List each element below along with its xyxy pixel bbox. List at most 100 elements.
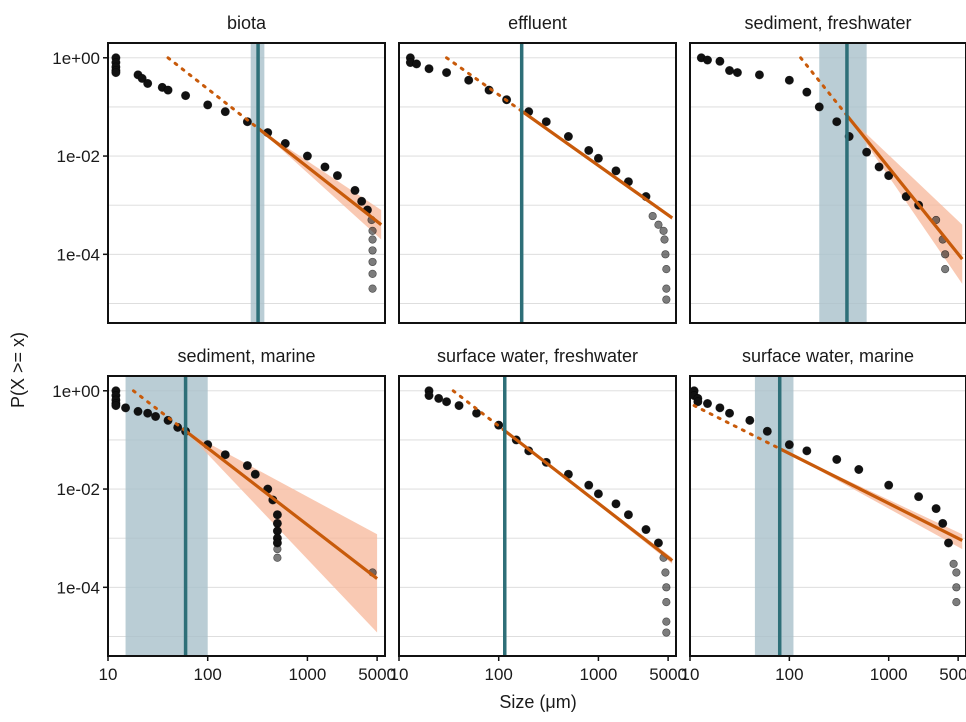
panel-title: sediment, freshwater [744, 13, 911, 33]
data-point [442, 397, 452, 407]
data-point [952, 598, 961, 607]
plot-area [690, 43, 966, 323]
data-point [784, 440, 794, 450]
panels: biota 1e+00 1e-02 1e-04 effluent sediment, fr… [52, 13, 966, 684]
x-tick-label: 100 [485, 665, 513, 684]
data-point [854, 465, 864, 475]
data-point [357, 196, 367, 206]
y-tick-label: 1e+00 [52, 49, 100, 68]
fit-line [257, 127, 383, 226]
data-point [641, 525, 651, 535]
data-point [143, 78, 153, 88]
panel-border [107, 42, 386, 324]
data-point [464, 75, 474, 85]
data-point [702, 55, 712, 65]
data-point [368, 269, 377, 278]
data-point [952, 583, 961, 592]
data-point [931, 504, 941, 514]
fit-line [520, 109, 674, 220]
data-point [151, 411, 161, 421]
data-point [563, 132, 573, 142]
data-point [272, 518, 282, 528]
panel-4: sediment, marine 1e+00 1e-02 1e-04 10 100 1000… [52, 346, 396, 684]
data-point [541, 117, 551, 127]
fit-ribbon [258, 128, 382, 240]
data-point [593, 153, 603, 163]
data-point [220, 107, 230, 117]
data-point [242, 461, 252, 471]
data-point [434, 393, 444, 403]
data-point [653, 538, 663, 548]
data-point [273, 544, 282, 554]
panel-border [689, 375, 966, 657]
data-point [952, 568, 961, 577]
data-point [884, 480, 894, 490]
plot-area [399, 376, 676, 656]
data-point [648, 211, 657, 221]
data-point [121, 403, 131, 413]
data-point [273, 553, 282, 562]
panel-border [398, 42, 677, 324]
data-point [762, 426, 772, 436]
data-point [163, 85, 173, 95]
x-tick-label: 1000 [288, 665, 326, 684]
data-point [623, 510, 633, 520]
data-point [654, 220, 663, 229]
data-point [715, 403, 725, 413]
panel-title: biota [227, 13, 267, 33]
data-point [693, 397, 703, 407]
data-point [250, 469, 260, 479]
fit-line-extrapolated [131, 389, 188, 433]
panel-6: surface water, marine 10 100 1000 5000 [681, 346, 966, 684]
data-point [368, 226, 377, 235]
data-point [659, 226, 668, 235]
plot-area [108, 43, 385, 323]
fit-line-extrapolated [692, 404, 782, 451]
data-point [662, 628, 671, 637]
data-point [442, 68, 452, 78]
data-point [660, 235, 669, 244]
panel-2: effluent [398, 13, 677, 324]
fit-ribbon [779, 448, 963, 550]
data-point [472, 408, 482, 418]
xmin-ribbon [754, 376, 794, 656]
panel-3: sediment, freshwater [689, 13, 966, 324]
panel-title: surface water, freshwater [437, 346, 638, 366]
data-point [203, 100, 213, 110]
data-point [661, 568, 670, 577]
data-point [662, 284, 671, 293]
data-point [454, 401, 464, 411]
data-point [784, 75, 794, 85]
y-axis-title: P(X >= x) [8, 332, 28, 408]
data-point [368, 246, 377, 255]
data-point [143, 408, 153, 418]
data-point [941, 265, 950, 274]
data-point [350, 185, 360, 195]
panel-1: biota 1e+00 1e-02 1e-04 [52, 13, 386, 324]
data-point [368, 235, 377, 244]
fit-line-extrapolated [451, 389, 507, 433]
data-point [725, 66, 735, 76]
fit-line-extrapolated [166, 56, 260, 130]
x-tick-label: 10 [681, 665, 700, 684]
y-tick-label: 1e-04 [57, 578, 100, 597]
data-point [320, 162, 330, 172]
panel-5: surface water, freshwater 10 100 1000 5000 [390, 346, 687, 684]
data-point [884, 171, 894, 181]
data-point [111, 401, 121, 411]
data-point [332, 171, 342, 181]
data-point [111, 68, 121, 78]
plot-area [399, 43, 676, 323]
x-tick-label: 1000 [870, 665, 908, 684]
data-point [137, 73, 147, 83]
fit-line-extrapolated [799, 56, 849, 117]
x-tick-label: 10 [390, 665, 409, 684]
data-point [802, 87, 812, 97]
panel-border [107, 375, 386, 657]
data-point [814, 102, 824, 112]
data-point [941, 250, 950, 259]
data-point [715, 56, 725, 66]
plot-area [108, 376, 385, 656]
data-point [745, 415, 755, 425]
